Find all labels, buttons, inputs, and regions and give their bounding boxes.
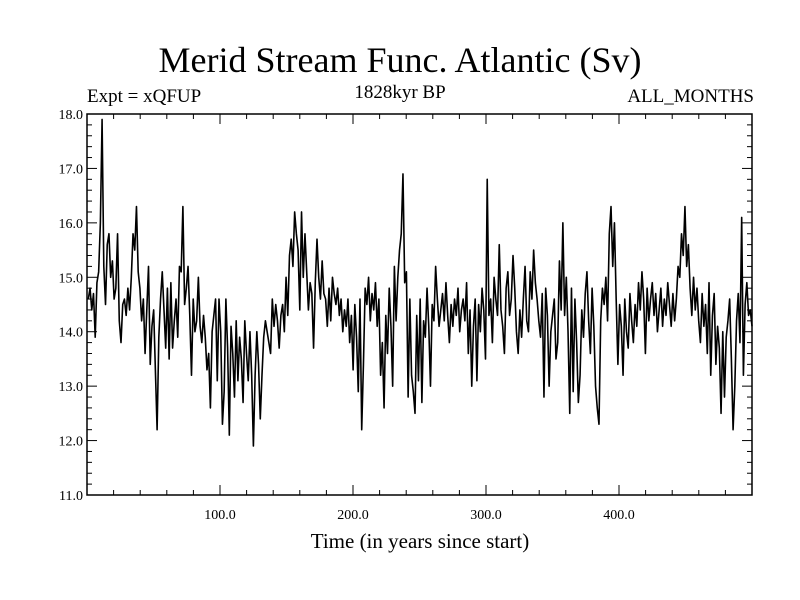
y-tick-label: 13.0: [59, 380, 84, 395]
y-tick-label: 16.0: [59, 217, 84, 232]
x-tick-label: 300.0: [470, 508, 502, 523]
plot-frame: [86, 113, 753, 496]
y-tick-label: 17.0: [59, 162, 84, 177]
experiment-label: Expt = xQFUP: [87, 86, 202, 107]
y-tick-label: 14.0: [59, 326, 84, 341]
x-tick-label: 100.0: [204, 508, 236, 523]
y-axis-tick-labels: 11.0 12.0 13.0 14.0 15.0 16.0 17.0 18.0: [59, 108, 84, 504]
x-axis-tick-labels: 100.0 200.0 300.0 400.0: [204, 508, 635, 523]
period-label: 1828kyr BP: [354, 82, 446, 103]
series-line: [87, 118, 753, 447]
x-tick-label: 400.0: [603, 508, 635, 523]
y-tick-label: 18.0: [59, 108, 84, 123]
y-tick-label: 15.0: [59, 271, 84, 286]
y-tick-label: 12.0: [59, 435, 84, 450]
x-axis-title: Time (in years since start): [311, 529, 530, 553]
series-group: [87, 118, 753, 447]
months-label: ALL_MONTHS: [627, 86, 754, 107]
y-tick-label: 11.0: [59, 489, 83, 504]
chart-title: Merid Stream Func. Atlantic (Sv): [158, 40, 642, 80]
x-tick-label: 200.0: [337, 508, 369, 523]
